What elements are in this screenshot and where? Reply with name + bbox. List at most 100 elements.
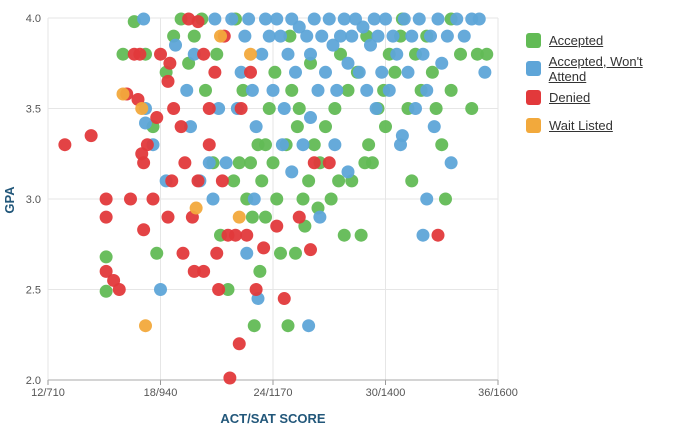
- data-point[interactable]: [242, 12, 256, 26]
- data-point[interactable]: [99, 192, 113, 206]
- data-point[interactable]: [259, 210, 272, 224]
- data-point[interactable]: [244, 156, 257, 170]
- data-point[interactable]: [245, 83, 259, 97]
- data-point[interactable]: [140, 138, 154, 152]
- data-point[interactable]: [412, 12, 426, 26]
- data-point[interactable]: [427, 120, 441, 134]
- data-point[interactable]: [245, 210, 259, 224]
- data-point[interactable]: [450, 12, 464, 26]
- data-point[interactable]: [369, 102, 383, 115]
- data-point[interactable]: [223, 371, 237, 385]
- data-point[interactable]: [178, 156, 192, 170]
- data-point[interactable]: [187, 264, 201, 278]
- data-point[interactable]: [478, 65, 492, 79]
- data-point[interactable]: [296, 192, 310, 206]
- data-point[interactable]: [386, 29, 400, 43]
- data-point[interactable]: [304, 47, 317, 61]
- data-point[interactable]: [99, 210, 113, 224]
- data-point[interactable]: [324, 192, 338, 206]
- data-point[interactable]: [277, 102, 291, 115]
- data-point[interactable]: [270, 192, 284, 206]
- data-point[interactable]: [480, 47, 494, 61]
- data-point[interactable]: [332, 174, 346, 188]
- data-point[interactable]: [337, 12, 351, 26]
- data-point[interactable]: [416, 47, 430, 61]
- data-point[interactable]: [454, 47, 467, 61]
- data-point[interactable]: [401, 65, 415, 79]
- data-point[interactable]: [225, 12, 239, 26]
- data-point[interactable]: [208, 65, 222, 79]
- data-point[interactable]: [375, 65, 389, 79]
- data-point[interactable]: [247, 192, 261, 206]
- data-point[interactable]: [116, 47, 130, 61]
- data-point[interactable]: [212, 102, 226, 115]
- data-point[interactable]: [202, 102, 216, 115]
- data-point[interactable]: [435, 56, 449, 70]
- data-point[interactable]: [292, 20, 306, 34]
- data-point[interactable]: [371, 29, 385, 43]
- data-point[interactable]: [283, 29, 297, 43]
- data-point[interactable]: [206, 192, 220, 206]
- data-point[interactable]: [304, 56, 317, 70]
- data-point[interactable]: [292, 210, 306, 224]
- data-point[interactable]: [296, 138, 310, 152]
- data-point[interactable]: [191, 174, 205, 188]
- data-point[interactable]: [311, 83, 325, 97]
- data-point[interactable]: [405, 29, 419, 43]
- data-point[interactable]: [210, 246, 224, 260]
- data-point[interactable]: [135, 102, 149, 115]
- data-point[interactable]: [444, 83, 458, 97]
- data-point[interactable]: [472, 12, 486, 26]
- data-point[interactable]: [358, 156, 372, 170]
- data-point[interactable]: [281, 47, 295, 61]
- data-point[interactable]: [240, 246, 254, 260]
- data-point[interactable]: [354, 228, 368, 242]
- data-point[interactable]: [319, 65, 332, 79]
- data-point[interactable]: [289, 65, 302, 79]
- data-point[interactable]: [161, 74, 175, 88]
- data-point[interactable]: [137, 223, 151, 237]
- data-point[interactable]: [234, 65, 248, 79]
- data-point[interactable]: [429, 102, 443, 115]
- data-point[interactable]: [229, 228, 242, 242]
- data-point[interactable]: [319, 120, 332, 134]
- data-point[interactable]: [227, 174, 241, 188]
- data-point[interactable]: [439, 192, 452, 206]
- data-point[interactable]: [315, 29, 329, 43]
- data-point[interactable]: [465, 102, 479, 115]
- data-point[interactable]: [420, 83, 434, 97]
- data-point[interactable]: [150, 246, 164, 260]
- data-point[interactable]: [395, 129, 409, 143]
- data-point[interactable]: [328, 102, 342, 115]
- data-point[interactable]: [165, 174, 179, 188]
- data-point[interactable]: [388, 65, 402, 79]
- data-point[interactable]: [285, 165, 299, 179]
- data-point[interactable]: [232, 210, 246, 224]
- data-point[interactable]: [214, 29, 227, 43]
- data-point[interactable]: [232, 156, 246, 170]
- data-point[interactable]: [137, 156, 151, 170]
- data-point[interactable]: [255, 47, 269, 61]
- data-point[interactable]: [274, 29, 287, 43]
- data-point[interactable]: [161, 210, 175, 224]
- data-point[interactable]: [362, 138, 376, 152]
- data-point[interactable]: [208, 12, 222, 26]
- legend-item-denied[interactable]: Denied: [526, 87, 680, 107]
- data-point[interactable]: [341, 165, 355, 179]
- data-point[interactable]: [307, 12, 321, 26]
- data-point[interactable]: [300, 29, 314, 43]
- data-point[interactable]: [360, 83, 374, 97]
- data-point[interactable]: [341, 83, 355, 97]
- data-point[interactable]: [58, 138, 72, 152]
- data-point[interactable]: [154, 47, 167, 61]
- data-point[interactable]: [99, 264, 113, 278]
- data-point[interactable]: [304, 243, 317, 257]
- data-point[interactable]: [313, 210, 327, 224]
- data-point[interactable]: [281, 319, 295, 333]
- data-point[interactable]: [292, 102, 306, 115]
- data-point[interactable]: [154, 283, 167, 296]
- data-point[interactable]: [99, 250, 113, 264]
- data-point[interactable]: [137, 12, 151, 26]
- data-point[interactable]: [409, 102, 422, 115]
- data-point[interactable]: [397, 12, 411, 26]
